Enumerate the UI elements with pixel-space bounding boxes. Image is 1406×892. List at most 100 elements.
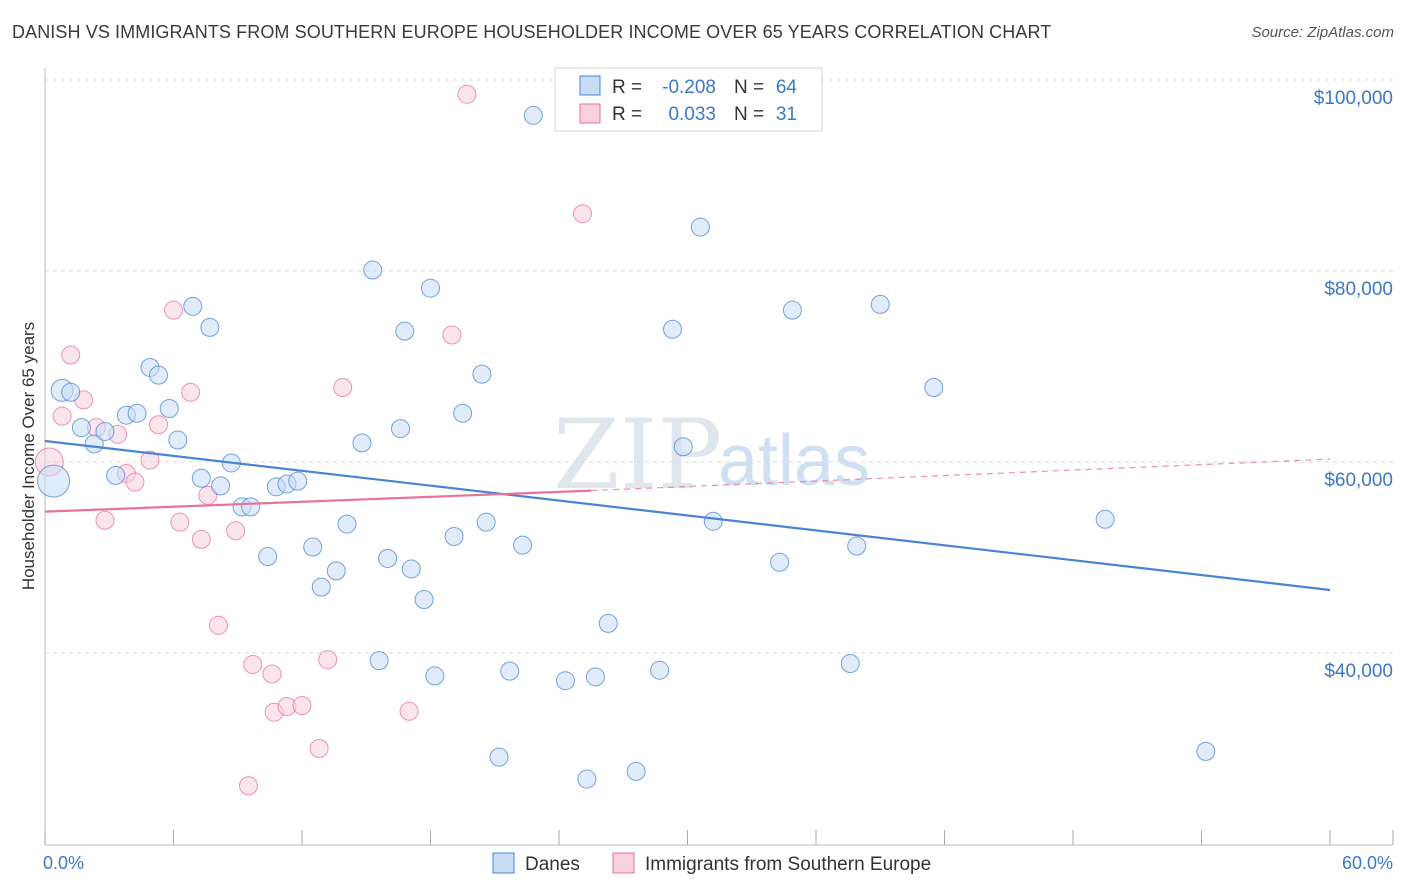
danes-point — [106, 465, 126, 485]
danes-point — [472, 364, 492, 384]
immigrants-points — [34, 84, 593, 796]
danes-point — [1196, 741, 1216, 761]
immigrants-point — [399, 701, 419, 721]
danes-point — [369, 651, 389, 671]
immigrants-point — [95, 510, 115, 530]
danes-point — [149, 365, 169, 385]
danes-point — [577, 769, 597, 789]
bottom-legend-immigrants: Immigrants from Southern Europe — [645, 854, 931, 875]
series-legend: Danes Immigrants from Southern Europe — [492, 852, 931, 875]
y-tick-label: $40,000 — [1324, 661, 1393, 682]
immigrants-point — [442, 325, 462, 345]
danes-point — [303, 537, 323, 557]
immigrants-point — [333, 378, 353, 398]
danes-point — [200, 317, 220, 337]
immigrants-point — [125, 472, 145, 492]
immigrants-point — [318, 650, 338, 670]
legend-swatch-immigrants — [579, 103, 601, 124]
legend-n-value-danes: 64 — [776, 77, 798, 98]
danes-point — [159, 399, 179, 419]
x-ticks — [44, 830, 1394, 845]
danes-point — [414, 590, 434, 610]
danes-point — [598, 613, 618, 633]
danes-point — [183, 296, 203, 316]
immigrants-point — [573, 204, 593, 224]
legend-r-value-immigrants: 0.033 — [668, 104, 716, 125]
danes-point — [489, 747, 509, 767]
x-tick-label-max: 60.0% — [1342, 853, 1393, 873]
immigrants-point — [191, 529, 211, 549]
danes-point — [401, 559, 421, 579]
bottom-legend-danes: Danes — [525, 854, 580, 875]
immigrants-trend-line — [44, 489, 592, 513]
immigrants-trend-extension — [591, 458, 1331, 492]
danes-point — [326, 561, 346, 581]
y-axis-label: Householder Income Over 65 years — [19, 322, 38, 590]
y-tick-labels: $40,000 $60,000 $80,000 $100,000 — [1314, 88, 1393, 682]
trend-lines — [44, 439, 1331, 592]
danes-point — [626, 761, 646, 781]
danes-point — [703, 511, 723, 531]
legend-n-value-immigrants: 31 — [776, 104, 797, 125]
immigrants-point — [292, 696, 312, 716]
danes-point — [191, 468, 211, 488]
bottom-legend-swatch-danes — [492, 852, 515, 874]
danes-point — [585, 667, 605, 687]
danes-point — [476, 512, 496, 532]
danes-point — [663, 319, 683, 339]
danes-point — [95, 421, 115, 441]
danes-point — [211, 476, 231, 496]
immigrants-point — [309, 739, 329, 758]
danes-point — [391, 419, 411, 439]
y-tick-label: $60,000 — [1324, 470, 1393, 491]
danes-trend-line — [44, 439, 1331, 592]
y-tick-label: $80,000 — [1324, 279, 1393, 300]
danes-point — [337, 514, 357, 534]
danes-point — [168, 430, 188, 450]
legend-r-label-immigrants: R = — [612, 104, 642, 125]
immigrants-point — [61, 345, 81, 365]
danes-point — [378, 548, 398, 568]
legend-n-label-immigrants: N = — [734, 104, 764, 125]
immigrants-point — [140, 450, 160, 470]
legend-r-label-danes: R = — [612, 77, 642, 98]
watermark-zip: ZIP — [553, 399, 722, 511]
danes-point — [61, 382, 81, 402]
danes-point — [555, 671, 575, 691]
immigrants-point — [243, 654, 263, 674]
danes-point — [870, 294, 890, 314]
legend-r-value-danes: -0.208 — [662, 77, 716, 98]
danes-point — [847, 536, 867, 556]
danes-point — [523, 105, 543, 125]
watermark-atlas: atlas — [718, 421, 870, 501]
danes-point — [782, 300, 802, 320]
danes-point — [770, 552, 790, 572]
danes-point — [924, 378, 944, 398]
danes-point — [71, 418, 91, 438]
y-tick-label: $100,000 — [1314, 88, 1393, 109]
immigrants-point — [149, 415, 169, 435]
danes-point — [840, 654, 860, 674]
correlation-legend: R = -0.208 N = 64 R = 0.033 N = 31 — [554, 67, 823, 132]
immigrants-point — [181, 382, 201, 402]
danes-point — [84, 434, 104, 454]
danes-point — [395, 321, 415, 341]
danes-point — [288, 471, 308, 491]
danes-point — [513, 535, 533, 555]
immigrants-point — [457, 84, 477, 104]
danes-point — [673, 437, 693, 457]
immigrants-point — [164, 300, 183, 320]
danes-point — [127, 403, 147, 423]
legend-n-label-danes: N = — [734, 77, 764, 98]
chart-title: DANISH VS IMMIGRANTS FROM SOUTHERN EUROP… — [12, 22, 1052, 42]
immigrants-point — [238, 776, 258, 796]
source-label: Source: ZipAtlas.com — [1251, 24, 1394, 41]
danes-point — [425, 666, 445, 686]
danes-point — [352, 433, 372, 453]
danes-point — [500, 661, 520, 681]
danes-point — [1095, 509, 1115, 529]
x-tick-label-min: 0.0% — [43, 853, 84, 873]
legend-swatch-danes — [579, 75, 601, 96]
danes-point — [650, 660, 670, 680]
